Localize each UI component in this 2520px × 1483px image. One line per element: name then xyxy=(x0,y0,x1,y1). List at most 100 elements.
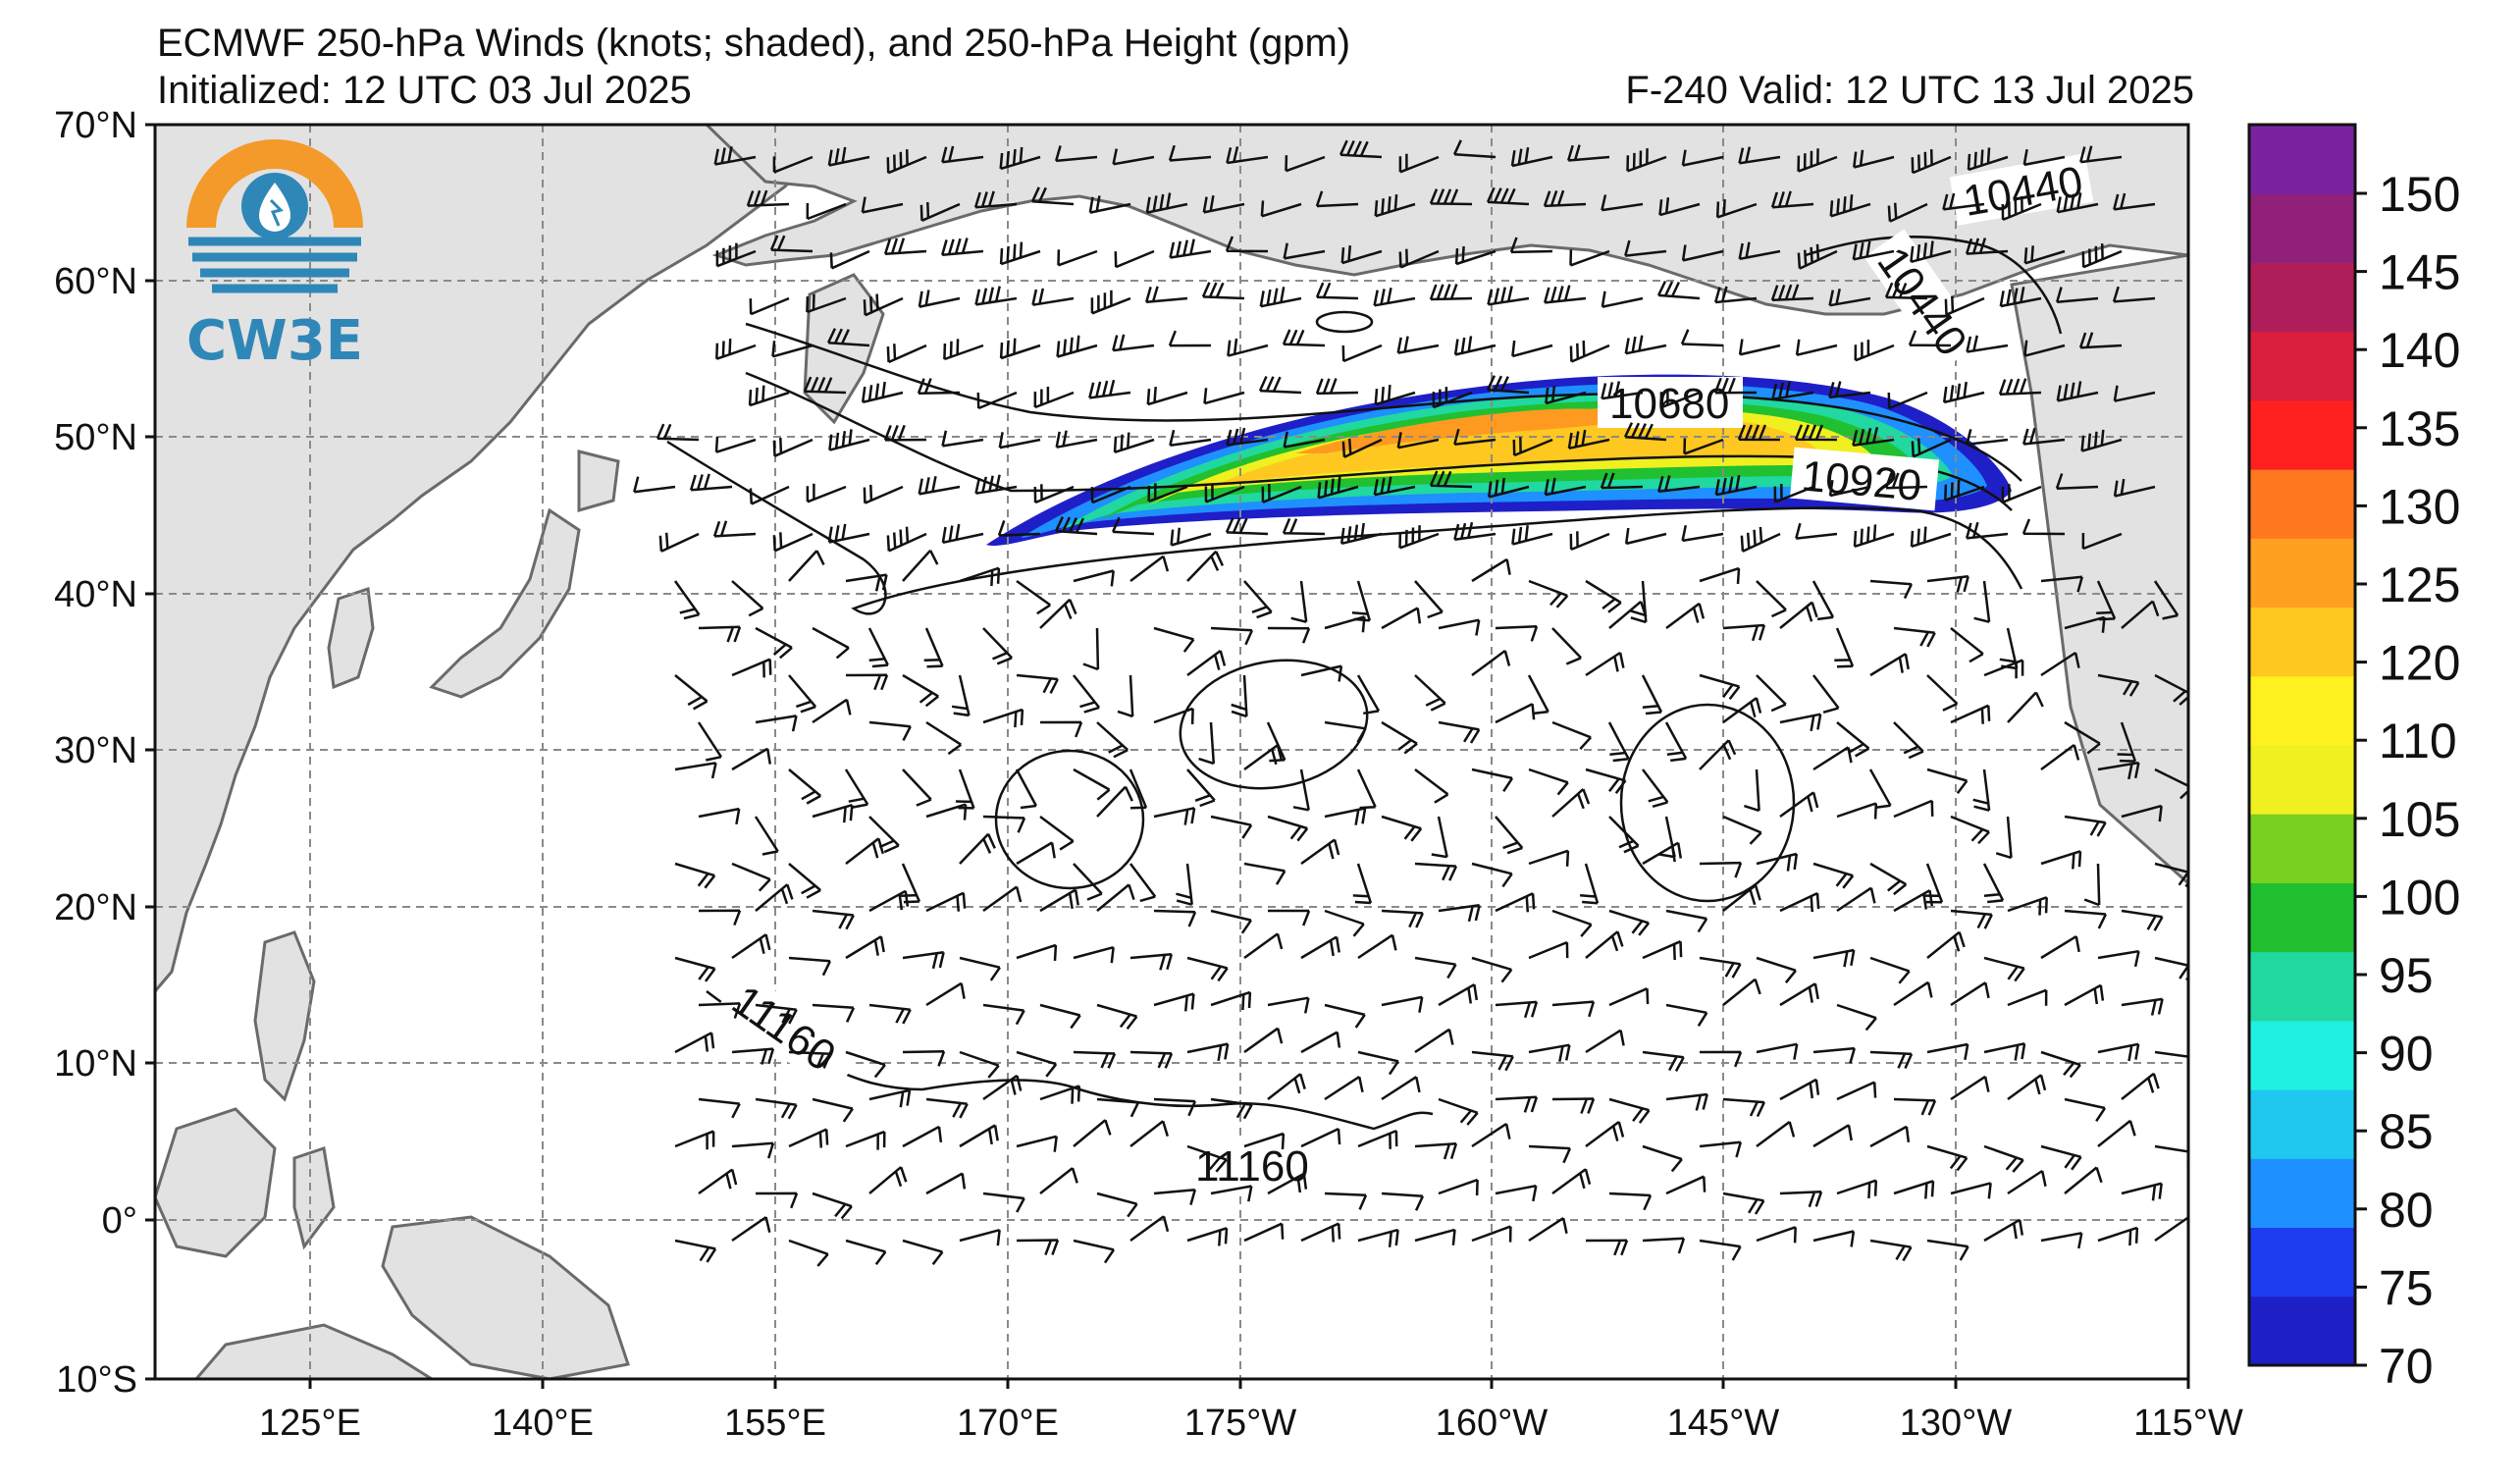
wind-barb xyxy=(1357,1228,1399,1247)
wind-barb xyxy=(1453,521,1496,541)
wind-barb xyxy=(1893,626,1936,648)
wind-barb xyxy=(1551,788,1591,818)
wind-barb xyxy=(1267,815,1309,842)
map-title: ECMWF 250-hPa Winds (knots; shaded), and… xyxy=(157,22,1351,65)
wind-barb xyxy=(2040,935,2080,960)
wind-barb xyxy=(2097,673,2140,697)
wind-barb xyxy=(1608,816,1640,854)
wind-barb xyxy=(1039,598,1077,629)
wind-barb xyxy=(1129,1215,1170,1243)
wind-barb xyxy=(1773,483,1814,503)
wind-barb xyxy=(1756,674,1787,713)
wind-barb xyxy=(1243,580,1273,619)
wind-barb xyxy=(1170,527,1212,547)
wind-barb xyxy=(1585,930,1624,959)
wind-barb xyxy=(788,768,822,805)
wind-barb xyxy=(1665,1175,1706,1195)
wind-barb xyxy=(925,1097,969,1119)
latitude-labels: 70°N 60°N 50°N 40°N 30°N 20°N 10°N 0° 10… xyxy=(54,105,137,1401)
wind-barb xyxy=(1153,992,1195,1012)
wind-barb xyxy=(1779,791,1819,819)
wind-barb xyxy=(1722,978,1761,1006)
wind-barb xyxy=(1641,674,1663,715)
wind-barb xyxy=(868,720,912,741)
wind-barb xyxy=(1829,194,1871,218)
wind-barb xyxy=(1795,339,1838,356)
wind-barb xyxy=(1737,424,1781,442)
wind-barb xyxy=(1073,1119,1112,1147)
wind-barb xyxy=(1487,286,1530,306)
wind-barb xyxy=(2007,988,2048,1007)
wind-barb xyxy=(1715,199,1758,219)
wind-barb xyxy=(1699,1239,1742,1261)
wind-barb xyxy=(1315,282,1359,300)
wind-barb xyxy=(2096,580,2117,621)
wind-barb xyxy=(803,376,847,395)
wind-barb xyxy=(1528,768,1569,796)
wind-barb xyxy=(806,293,847,314)
wind-barb xyxy=(2064,720,2101,755)
colorbar-tick-label: 105 xyxy=(2379,792,2460,847)
wind-barb xyxy=(1908,330,1952,347)
wind-barb xyxy=(2121,1072,2160,1100)
wind-barb xyxy=(1056,335,1098,358)
wind-barb xyxy=(1495,1000,1539,1019)
colorbar-frame xyxy=(2247,123,2357,1367)
wind-barb xyxy=(812,1097,854,1123)
wind-barb xyxy=(1381,995,1424,1013)
colorbar-band xyxy=(2249,1296,2355,1366)
wind-barb xyxy=(1812,862,1855,889)
asia-landmass xyxy=(155,125,827,994)
wind-barb xyxy=(1683,438,1724,455)
wind-barb xyxy=(1664,721,1688,763)
wind-barb xyxy=(2097,761,2140,780)
wind-barb xyxy=(959,832,996,865)
lon-label-155e: 155°E xyxy=(724,1403,826,1444)
wind-barb xyxy=(2023,340,2066,357)
wind-barb xyxy=(1665,909,1708,933)
lon-label-145w: 145°W xyxy=(1667,1403,1780,1444)
wind-barb xyxy=(1267,626,1311,644)
wind-barb xyxy=(812,1003,856,1023)
colorbar-band xyxy=(2249,675,2355,746)
wind-barb xyxy=(731,580,764,617)
wind-barb xyxy=(973,190,1018,209)
wind-barb xyxy=(1551,1097,1596,1114)
wind-barb xyxy=(1283,431,1326,449)
wind-barb xyxy=(2056,381,2099,402)
wind-barb xyxy=(1438,720,1481,744)
colorbar-tick-label: 120 xyxy=(2379,636,2460,691)
wind-barb xyxy=(731,1216,771,1243)
lon-label-175w: 175°W xyxy=(1184,1403,1297,1444)
wind-barb xyxy=(788,1050,832,1069)
wind-barb xyxy=(712,520,757,538)
wind-barb xyxy=(2007,691,2044,723)
wind-barb xyxy=(674,1032,715,1054)
wind-barb xyxy=(731,1141,775,1159)
wind-barb xyxy=(1381,815,1423,842)
wind-barb xyxy=(1203,388,1245,405)
lon-label-130w: 130°W xyxy=(1900,1403,2013,1444)
lat-label-70n: 70°N xyxy=(54,105,137,146)
wind-barb xyxy=(1432,387,1473,409)
colorbar-tick-label: 145 xyxy=(2379,245,2460,300)
wind-barb xyxy=(2055,287,2099,304)
wind-barb xyxy=(1096,1097,1140,1118)
wind-barb xyxy=(959,1228,1001,1246)
wind-barb xyxy=(2007,1169,2047,1195)
wind-barb xyxy=(2055,473,2099,490)
wind-barb xyxy=(941,145,984,164)
wind-barb xyxy=(861,381,904,404)
wind-barb xyxy=(1453,428,1496,446)
wind-barb xyxy=(674,674,709,711)
wind-barb xyxy=(1942,381,1985,404)
wind-barb xyxy=(1210,990,1252,1011)
wind-barb xyxy=(1031,288,1075,306)
wind-barb xyxy=(845,837,884,865)
wind-barb xyxy=(755,883,794,912)
australia-top xyxy=(194,1323,435,1379)
wind-barb xyxy=(1300,838,1340,866)
wind-barb xyxy=(1836,1003,1877,1032)
wind-barb xyxy=(918,290,961,308)
wind-barb xyxy=(1836,721,1870,758)
